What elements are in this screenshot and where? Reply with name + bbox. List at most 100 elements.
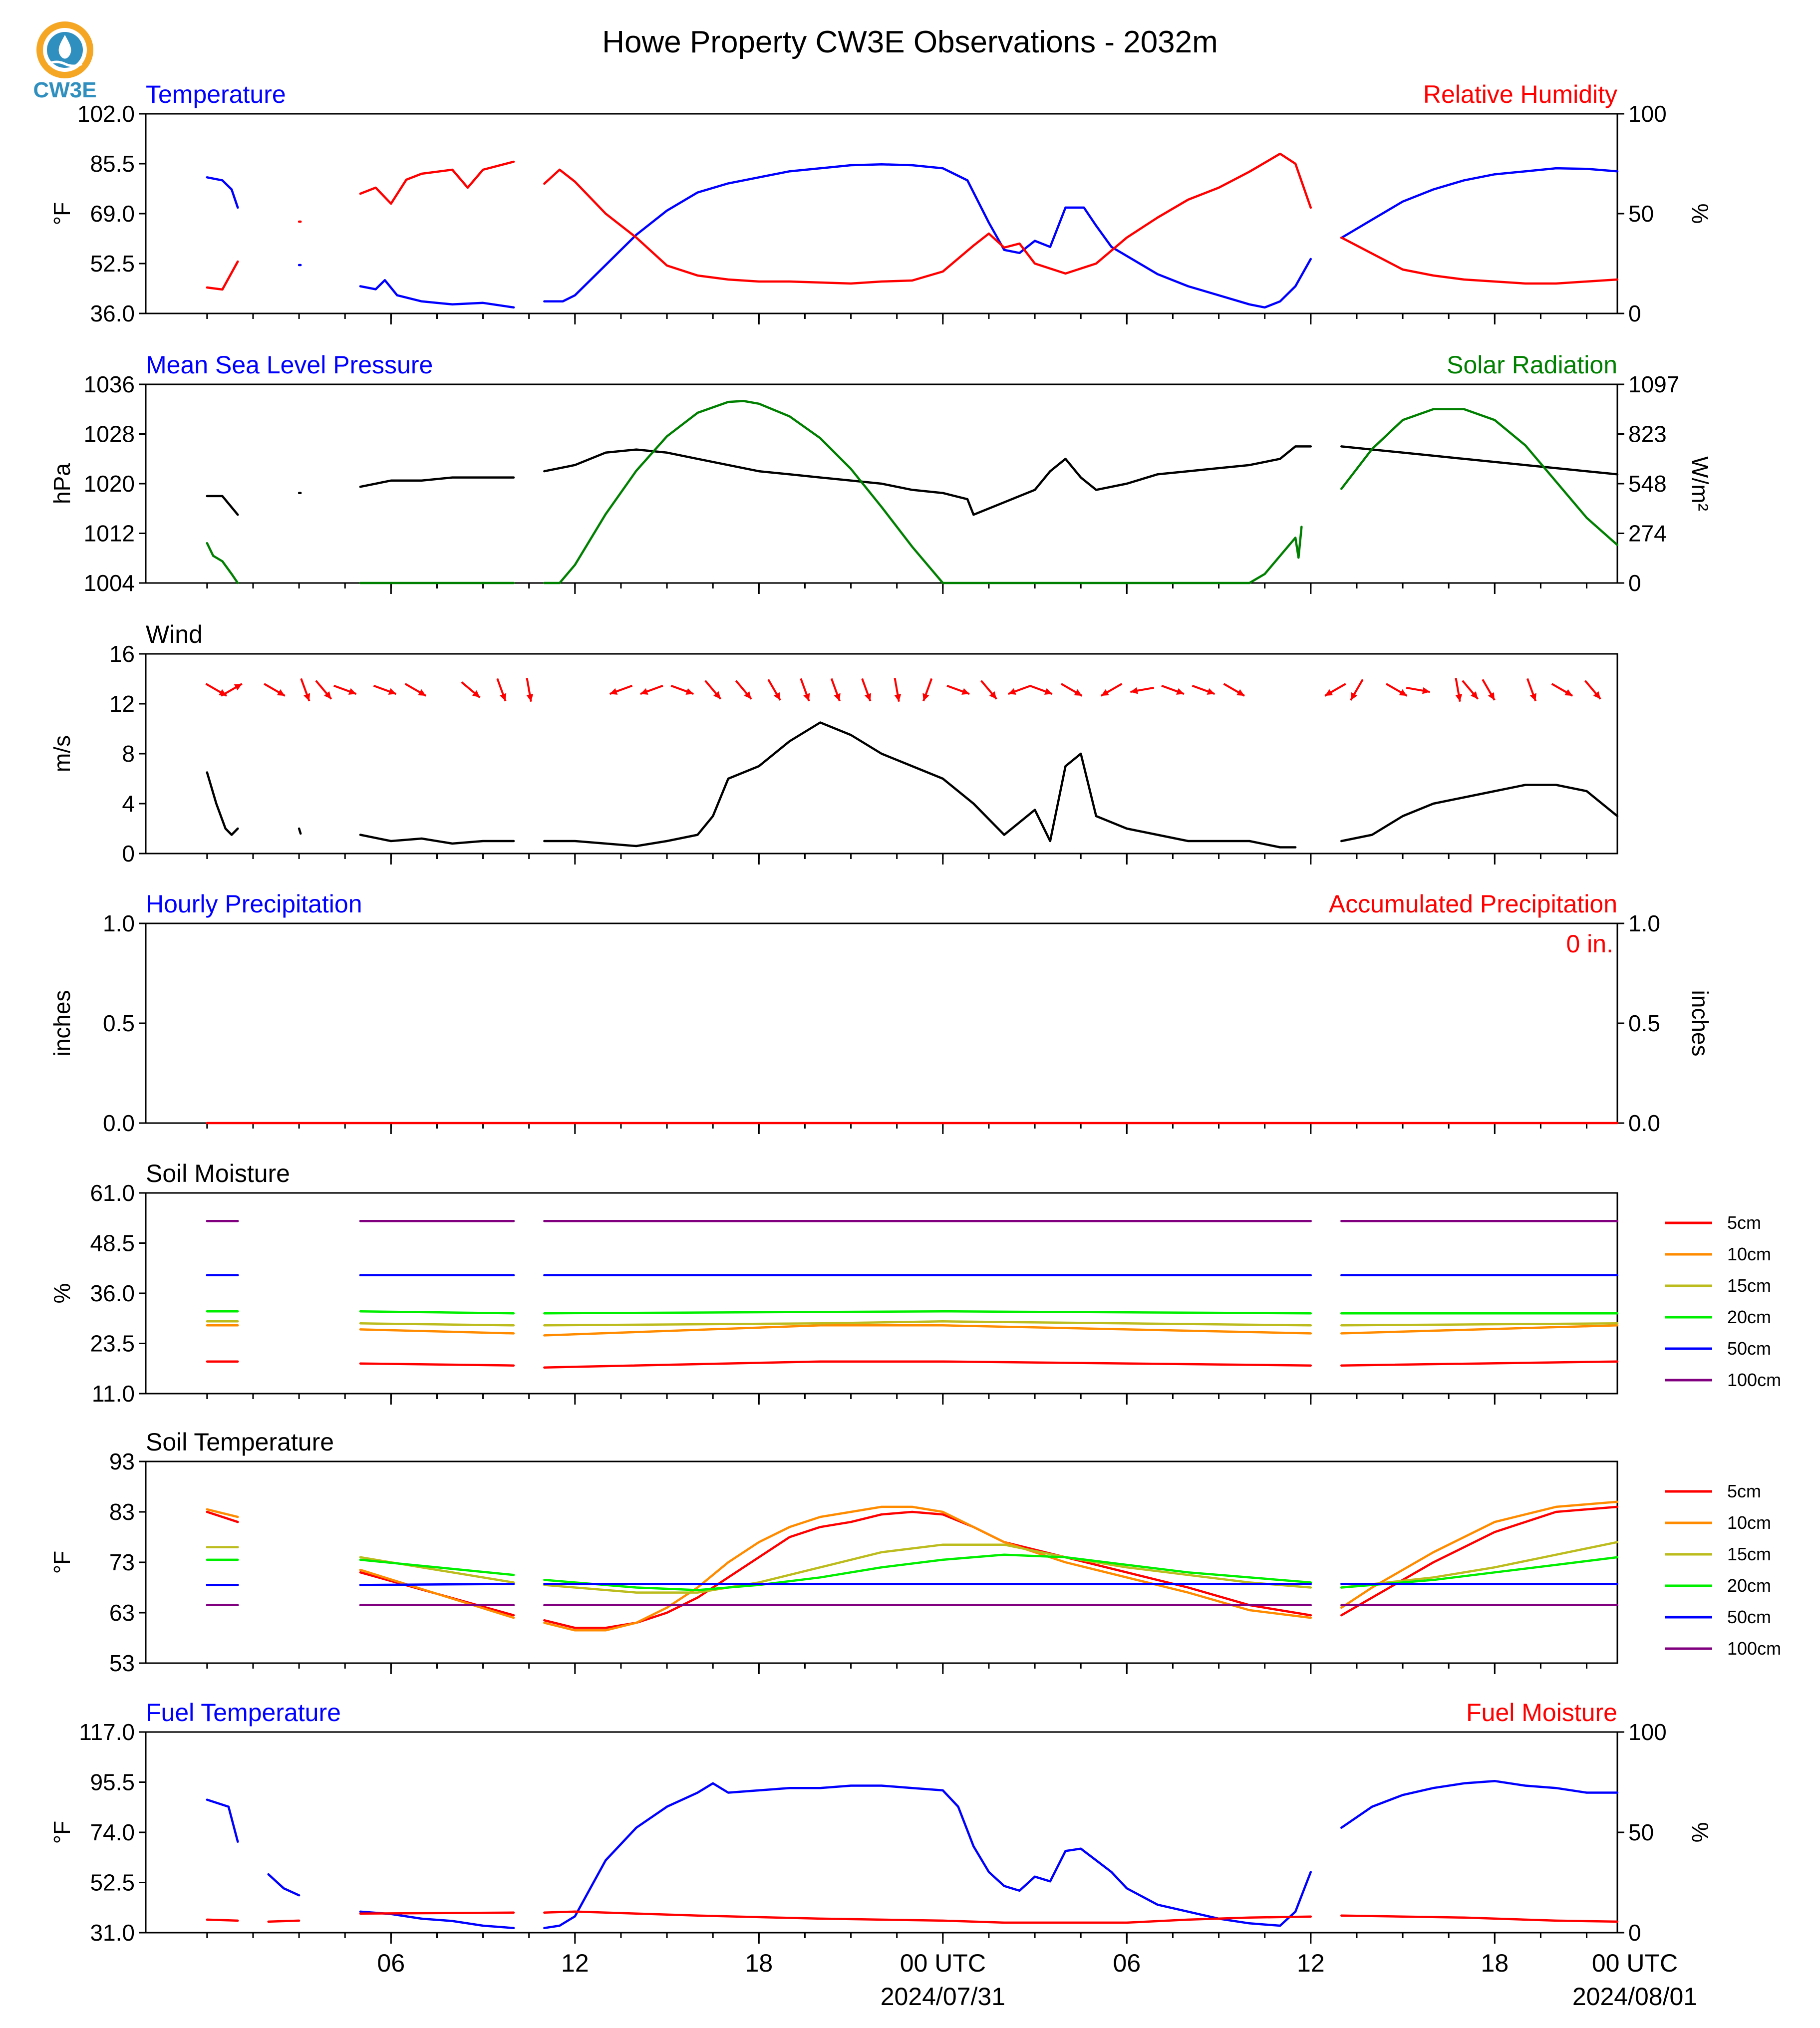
wind-arrow [1100,683,1123,697]
series-20cm [206,1553,1619,1591]
series-line-segment [298,827,302,835]
legend: 5cm 10cm 15cm 20cm 50cm 100cm [1665,1481,1781,1659]
y-axis-label-left: hPa [49,463,75,504]
date-label: 2024/07/31 [881,1983,1005,2011]
series-line-segment [359,279,515,309]
time-axis: 06 12 18 00 UTC 06 12 18 00 UTC 2024/07/31 2024/0… [377,1949,1698,2011]
series-line-segment [1340,1541,1619,1589]
wind-arrow [1130,686,1155,694]
y-tick-label-right: 100 [1628,1719,1667,1745]
wind-arrow [704,680,722,700]
y-tick-label: 117.0 [79,1719,135,1745]
x-tick-label: 00 UTC [1592,1949,1678,1977]
series-10cm [206,1324,1619,1337]
panel-title-right: Solar Radiation [1447,351,1617,379]
accumulated-total-label: 0 in. [1566,930,1613,958]
chart-panel-2: Wind 16 12 8 4 0 m/s [49,620,1619,867]
series-line-segment [543,400,1303,584]
series-line-segment [359,1322,515,1327]
y-tick-label: 12 [109,691,135,717]
y-tick-label: 52.5 [90,251,135,277]
wind-arrow [1584,680,1601,700]
y-axis-label-right: % [1687,1822,1713,1843]
x-tick-label: 00 UTC [900,1949,986,1977]
y-tick-label: 61.0 [90,1180,135,1206]
legend-label: 20cm [1727,1307,1771,1327]
y-tick-label: 0.0 [103,1110,135,1136]
x-tick-label: 12 [561,1949,589,1977]
series-0 [206,721,1619,849]
series-line-segment [1340,1324,1619,1335]
wind-arrow [1192,684,1215,695]
wind-arrow [1350,679,1364,701]
legend-label: 50cm [1727,1338,1771,1359]
legend-label: 100cm [1727,1370,1781,1390]
series-line-segment [543,1505,1312,1632]
wind-arrow [1223,683,1245,697]
series-line-segment [543,163,1312,309]
wind-direction-arrows [205,678,1601,702]
series-line-segment [267,1873,301,1897]
chart-panel-3: Hourly Precipitation Accumulated Precipit… [49,890,1713,1136]
series-15cm [206,1320,1619,1327]
series-line-segment [206,260,239,291]
panel-title-left: Temperature [146,80,286,108]
wind-arrow [264,683,286,697]
x-tick-label: 18 [1481,1949,1509,1977]
wind-arrow [221,683,243,697]
y-axis-label-right: W/m² [1687,456,1713,511]
series-line-segment [267,1919,301,1923]
panel-title-left: Soil Moisture [146,1159,290,1187]
wind-arrow [1060,683,1083,697]
series-line-segment [359,1328,515,1335]
wind-arrow [609,684,633,695]
series-5cm [206,1360,1619,1369]
y-axis-label-left: inches [49,990,75,1057]
panel-title-left: Fuel Temperature [146,1699,341,1727]
y-tick-label: 1.0 [103,910,135,936]
series-line-segment [206,176,239,209]
series-line-segment [359,1911,515,1915]
series-line-segment [1340,1500,1619,1609]
series-line-segment [1340,408,1619,547]
series-line-segment [206,1798,239,1843]
y-axis-label-right: % [1687,204,1713,224]
logo-text: CW3E [33,78,96,102]
y-tick-label: 0 [122,841,135,867]
wind-arrow [1455,678,1463,702]
series-line-segment [1340,1322,1619,1327]
wind-arrow [300,678,310,702]
chart-panel-1: Mean Sea Level Pressure Solar Radiation 10… [49,351,1713,596]
wind-arrow [767,679,781,701]
series-line-segment [359,1568,515,1619]
wind-arrow [1482,679,1496,701]
legend-label: 15cm [1727,1544,1771,1564]
y-tick-label-right: 0.0 [1628,1110,1660,1136]
wind-arrow [980,680,997,700]
y-tick-label-right: 100 [1628,101,1667,127]
legend-label: 5cm [1727,1481,1761,1501]
series-line-segment [1340,1360,1619,1367]
y-tick-label: 95.5 [90,1769,135,1795]
wind-arrow [526,678,534,702]
series-1 [206,1910,1619,1924]
wind-arrow [461,681,481,698]
chart-panel-0: Temperature Relative Humidity 102.0 85.5 69.… [49,80,1713,326]
water-drop-icon [58,35,71,59]
series-line-segment [543,1510,1312,1629]
series-0 [206,163,1619,309]
y-tick-label: 74.0 [90,1819,135,1845]
series-line-segment [543,1553,1312,1591]
date-label: 2024/08/01 [1572,1983,1697,2011]
series-line-segment [206,1510,239,1523]
panel-title-left: Hourly Precipitation [146,890,362,918]
series-0 [206,445,1619,516]
legend-label: 10cm [1727,1244,1771,1264]
y-tick-label-right: 274 [1628,521,1667,547]
y-tick-label-right: 50 [1628,1819,1654,1845]
legend-label: 20cm [1727,1575,1771,1596]
wind-arrow [496,678,507,702]
wind-arrow [1008,684,1031,695]
series-line-segment [1340,167,1619,239]
y-tick-label: 16 [109,641,135,667]
